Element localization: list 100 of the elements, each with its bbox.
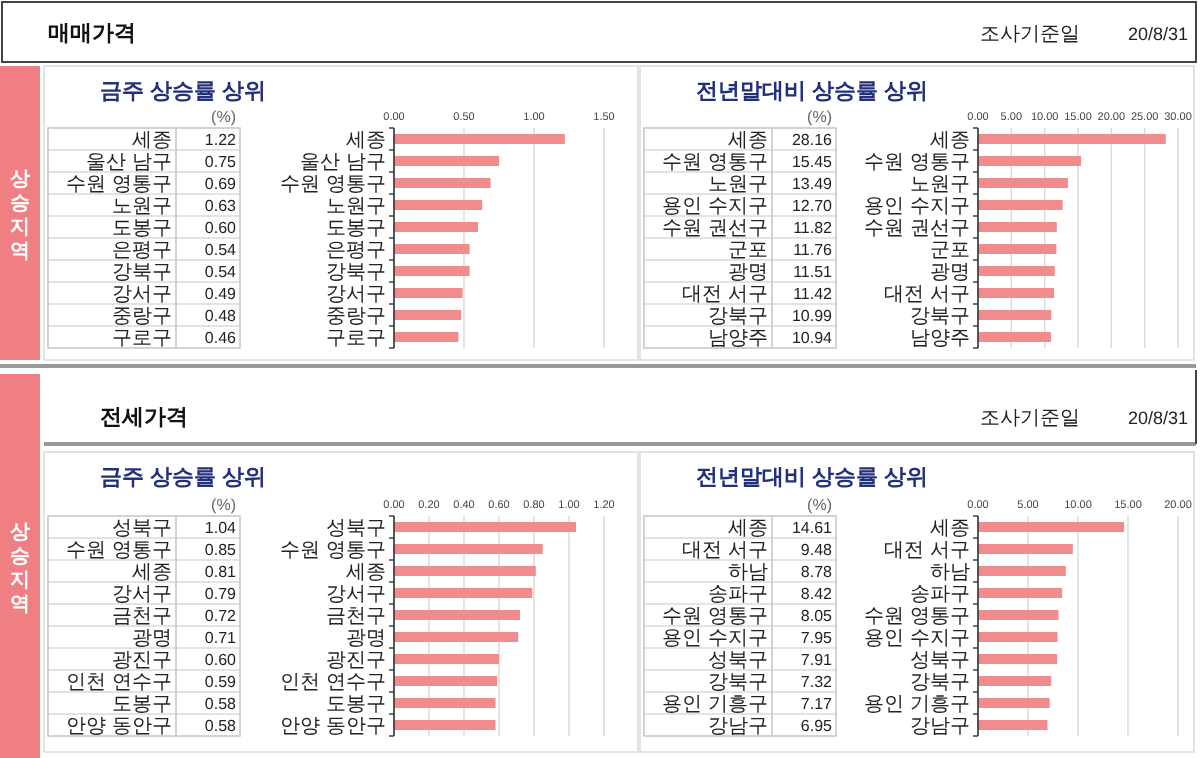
data-label: 0.72 — [204, 607, 238, 625]
bar — [394, 654, 499, 664]
bar — [978, 566, 1066, 576]
bar — [978, 200, 1063, 210]
data-label: 0.63 — [204, 197, 238, 215]
category-label: 광진구 — [112, 650, 172, 672]
text: 상승지역 — [10, 522, 30, 616]
data-label: 7.95 — [800, 629, 834, 647]
data-label: 11.76 — [793, 241, 834, 259]
category-label: 광명 — [132, 628, 172, 650]
bar — [978, 244, 1057, 254]
data-label: 0.85 — [204, 541, 238, 559]
data-label: 0.59 — [204, 673, 238, 691]
bar — [394, 332, 459, 342]
bar — [394, 522, 576, 532]
y-tick-label: 광명 — [930, 262, 970, 284]
bar — [394, 720, 496, 730]
category-label: 수원 영통구 — [66, 540, 172, 562]
bar — [394, 676, 498, 686]
y-tick-label: 용인 기흥구 — [864, 694, 970, 716]
bar — [978, 156, 1081, 166]
y-tick-label: 강북구 — [910, 306, 970, 328]
data-label: 0.46 — [204, 329, 238, 347]
bar — [394, 588, 533, 598]
bar — [978, 332, 1051, 342]
y-tick-label: 송파구 — [910, 584, 970, 606]
category-label: 용인 기흥구 — [662, 694, 768, 716]
category-label: 은평구 — [112, 240, 172, 262]
text: 금주 상승률 상위 — [100, 80, 267, 104]
text: 조사기준일 — [980, 24, 1080, 46]
bar — [978, 698, 1050, 708]
bar — [394, 610, 520, 620]
data-label: 0.60 — [204, 651, 238, 669]
data-label: 7.17 — [800, 695, 834, 713]
data-label: 9.48 — [800, 541, 834, 559]
bar — [394, 266, 470, 276]
data-label: 0.58 — [204, 717, 238, 735]
category-label: 도봉구 — [112, 218, 172, 240]
chart-title: 전년말대비 상승률 상위 — [696, 466, 929, 490]
y-tick-label: 수원 권선구 — [864, 218, 970, 240]
category-label: 강서구 — [112, 284, 172, 306]
y-tick-label: 도봉구 — [326, 694, 386, 716]
bar — [394, 566, 536, 576]
category-label: 강북구 — [708, 306, 768, 328]
y-tick-label: 강서구 — [326, 584, 386, 606]
bar — [394, 156, 499, 166]
y-tick-label: 강남구 — [910, 716, 970, 738]
category-label: 세종 — [728, 518, 768, 540]
bar — [978, 632, 1058, 642]
bar — [978, 266, 1055, 276]
data-label: 15.45 — [791, 153, 834, 171]
y-tick-label: 수원 영통구 — [864, 152, 970, 174]
category-label: 용인 수지구 — [662, 196, 768, 218]
y-tick-label: 인천 연수구 — [280, 672, 386, 694]
bar — [978, 588, 1063, 598]
category-label: 성북구 — [112, 518, 172, 540]
category-label: 강북구 — [112, 262, 172, 284]
data-label: 0.58 — [204, 695, 238, 713]
y-tick-label: 대전 서구 — [884, 540, 970, 562]
data-label: 8.78 — [800, 563, 834, 581]
data-label: 6.95 — [800, 717, 834, 735]
bar — [394, 698, 496, 708]
data-label: 0.54 — [204, 263, 238, 281]
category-label: 세종 — [728, 130, 768, 152]
category-label: 남양주 — [708, 328, 768, 350]
x-axis-title: (%) — [807, 496, 833, 514]
bar — [394, 178, 491, 188]
category-label: 강서구 — [112, 584, 172, 606]
data-label: 0.81 — [204, 563, 238, 581]
bar — [394, 134, 565, 144]
data-label: 0.60 — [204, 219, 238, 237]
category-label: 세종 — [132, 562, 172, 584]
data-label: 11.42 — [793, 285, 834, 303]
text: 조사기준일 — [980, 408, 1080, 430]
bar — [394, 310, 462, 320]
y-tick-label: 금천구 — [326, 606, 386, 628]
category-label: 대전 서구 — [682, 540, 768, 562]
data-label: 7.32 — [800, 673, 834, 691]
y-tick-label: 세종 — [930, 518, 970, 540]
bar — [978, 720, 1048, 730]
category-label: 수원 영통구 — [662, 606, 768, 628]
category-label: 군포 — [728, 240, 768, 262]
y-tick-label: 노원구 — [326, 196, 386, 218]
y-tick-label: 은평구 — [326, 240, 386, 262]
y-tick-label: 안양 동안구 — [280, 716, 386, 738]
data-label: 11.82 — [793, 219, 834, 237]
y-tick-label: 광진구 — [326, 650, 386, 672]
data-label: 1.22 — [204, 131, 238, 149]
category-label: 하남 — [728, 562, 768, 584]
category-label: 금천구 — [112, 606, 172, 628]
y-tick-label: 노원구 — [910, 174, 970, 196]
category-label: 광명 — [728, 262, 768, 284]
y-tick-label: 성북구 — [326, 518, 386, 540]
y-tick-label: 수원 영통구 — [280, 174, 386, 196]
bar — [978, 310, 1052, 320]
y-tick-label: 세종 — [346, 562, 386, 584]
y-tick-label: 강북구 — [910, 672, 970, 694]
x-axis-title: (%) — [211, 496, 237, 514]
data-label: 14.61 — [791, 519, 834, 537]
bar — [978, 134, 1166, 144]
